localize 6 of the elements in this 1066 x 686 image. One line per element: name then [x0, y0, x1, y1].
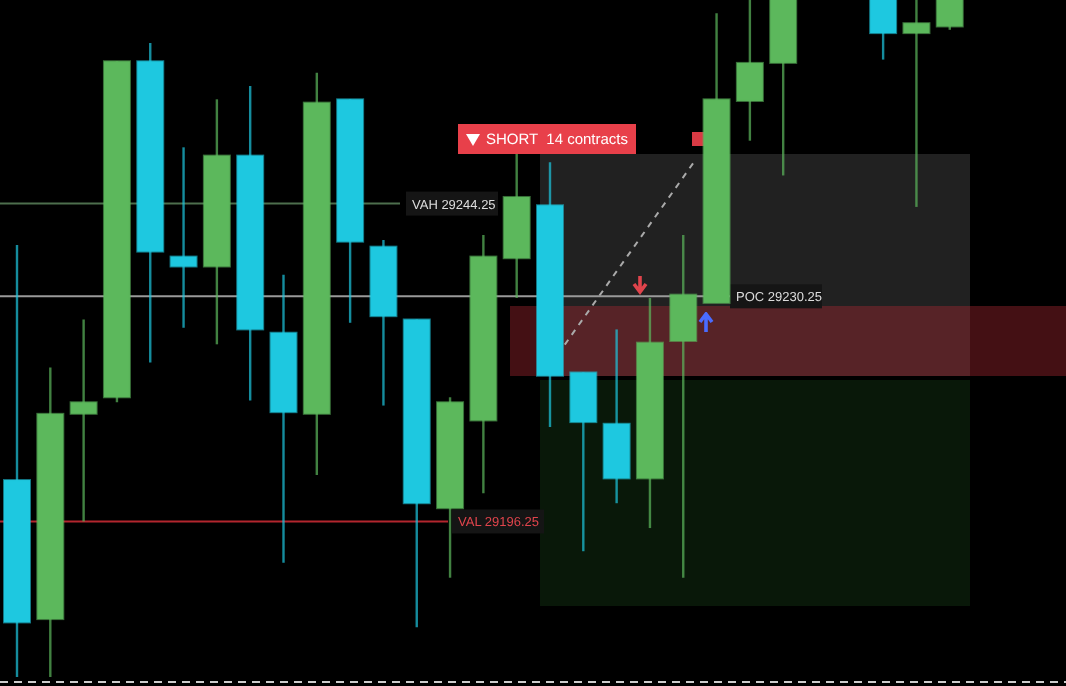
candlestick: [935, 0, 964, 31]
candlestick: [735, 0, 764, 142]
candlestick: [169, 146, 198, 329]
candlestick: [902, 0, 931, 209]
candlestick: [69, 318, 98, 523]
candlestick: [869, 0, 898, 61]
